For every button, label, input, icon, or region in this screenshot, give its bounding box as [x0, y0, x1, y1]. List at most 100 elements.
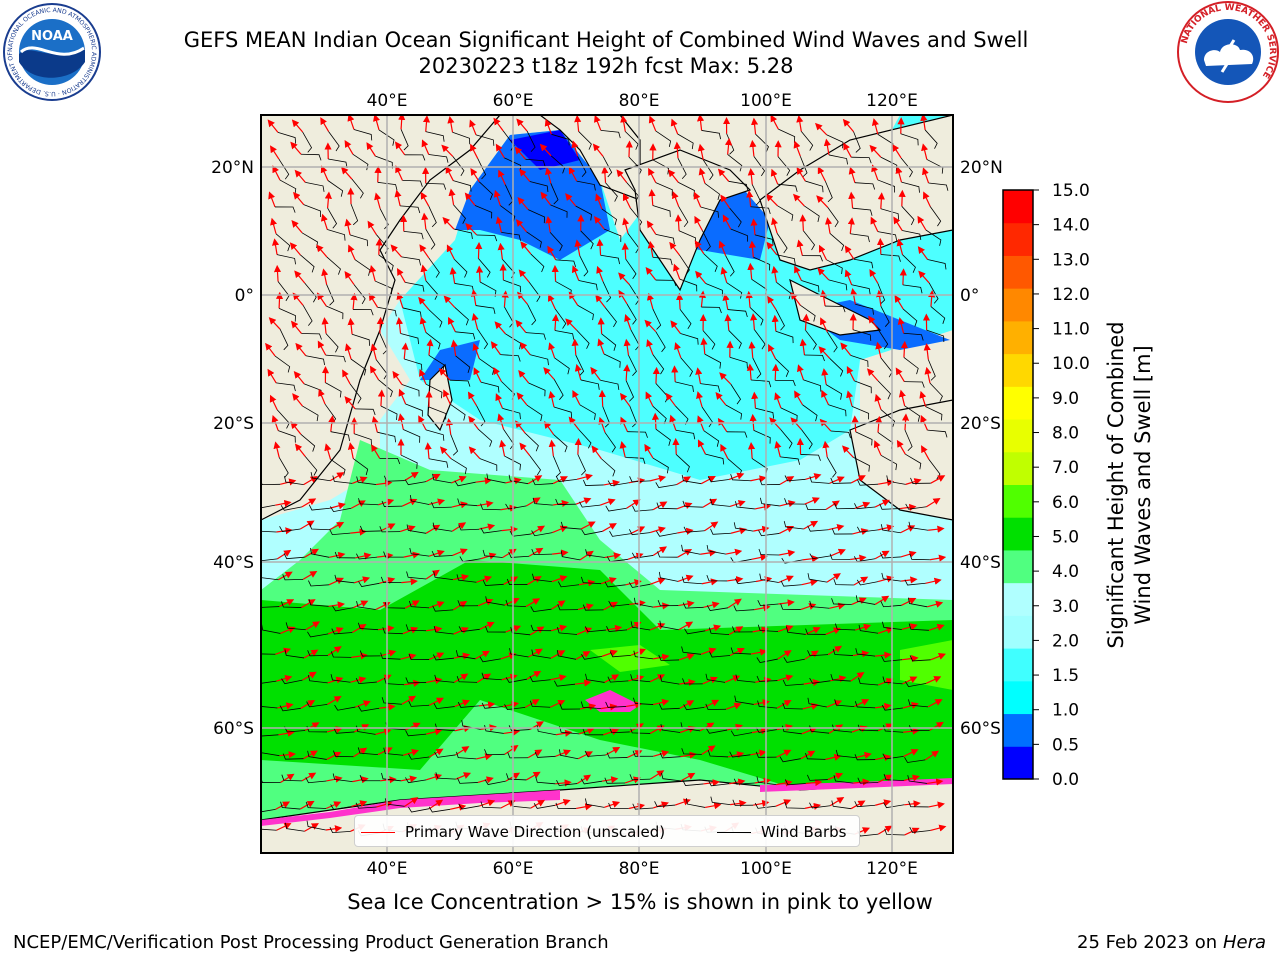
- wave-arrow: [754, 604, 771, 612]
- wind-barb: [827, 207, 839, 228]
- wind-barb: [904, 381, 925, 388]
- wind-barb: [631, 552, 654, 559]
- wind-barb: [432, 654, 454, 661]
- wave-arrow: [529, 626, 545, 636]
- wind-barb: [425, 131, 445, 142]
- wave-arrow: [424, 442, 432, 459]
- wave-arrow: [830, 675, 847, 683]
- colorbar-band: [1003, 680, 1033, 715]
- wave-arrow: [517, 291, 529, 305]
- wind-barb: [379, 526, 401, 533]
- wave-arrow: [325, 825, 343, 833]
- wind-barb: [475, 305, 496, 314]
- wind-barb: [658, 654, 680, 661]
- wave-arrow: [501, 290, 509, 307]
- wave-arrow: [770, 168, 779, 185]
- wave-arrow: [926, 778, 944, 786]
- wind-barb: [261, 680, 277, 684]
- wind-barb: [630, 621, 651, 631]
- wave-arrow: [874, 393, 882, 410]
- wave-arrow: [843, 142, 852, 158]
- wave-arrow: [792, 193, 805, 207]
- wave-arrow: [648, 167, 657, 183]
- wave-arrow: [425, 524, 441, 534]
- wind-barb: [403, 230, 424, 240]
- wind-barb: [380, 576, 402, 584]
- wind-barb: [453, 180, 472, 192]
- wave-arrow: [275, 291, 284, 309]
- wind-barb: [558, 749, 579, 760]
- wave-arrow: [379, 577, 396, 585]
- wind-barb: [775, 330, 794, 344]
- colorbar-band: [1003, 190, 1033, 224]
- wind-barb: [854, 182, 876, 190]
- wind-barb: [807, 697, 827, 708]
- wind-barb: [900, 133, 919, 146]
- wind-barb: [327, 229, 346, 241]
- wind-barb: [902, 230, 922, 241]
- wave-arrow: [794, 265, 802, 281]
- wind-barb: [261, 734, 279, 737]
- wave-arrow: [373, 115, 380, 131]
- wind-barb: [630, 674, 651, 683]
- wind-barb: [901, 206, 915, 226]
- wave-arrow: [777, 624, 794, 633]
- wave-arrow: [827, 772, 844, 781]
- wind-barb: [479, 458, 498, 472]
- wind-barb: [575, 354, 585, 376]
- wind-barb: [853, 457, 870, 472]
- wave-arrow: [924, 750, 940, 761]
- wind-barb: [709, 651, 731, 658]
- wave-arrow: [724, 137, 733, 155]
- wave-arrow: [515, 319, 527, 333]
- wind-barb: [603, 353, 621, 368]
- wave-arrow: [603, 728, 619, 736]
- wave-arrow: [627, 750, 643, 759]
- colorbar-tick-label: 7.0: [1052, 458, 1079, 478]
- wave-arrow: [680, 772, 696, 782]
- wind-barb: [909, 553, 930, 561]
- wind-barb: [580, 778, 603, 785]
- wind-barb: [625, 380, 635, 402]
- wave-arrow: [394, 141, 406, 156]
- wind-barb: [481, 672, 502, 681]
- wave-arrow: [748, 240, 757, 258]
- wave-arrow: [479, 799, 496, 807]
- wind-barb: [383, 747, 404, 756]
- wind-barb: [732, 799, 754, 806]
- wave-arrow: [695, 270, 707, 284]
- wind-barb: [556, 779, 578, 786]
- wave-arrow: [902, 654, 919, 663]
- wind-barb: [356, 553, 378, 560]
- wind-barb: [854, 503, 876, 510]
- wind-barb: [824, 180, 833, 203]
- wind-barb: [784, 779, 806, 786]
- wave-arrow: [478, 701, 496, 709]
- wave-arrow: [470, 167, 480, 183]
- wave-arrow: [451, 522, 467, 532]
- wind-barb: [900, 157, 913, 178]
- wave-arrow: [774, 440, 782, 458]
- wind-barb: [330, 674, 351, 683]
- wave-arrow: [771, 217, 778, 234]
- wind-barb: [805, 180, 824, 193]
- graticule: [261, 115, 953, 853]
- wave-arrow: [428, 652, 445, 661]
- wave-arrow: [777, 650, 792, 660]
- wave-arrow: [844, 269, 853, 285]
- wave-arrow: [350, 528, 367, 536]
- wind-barb: [927, 359, 936, 381]
- wave-arrow: [918, 270, 930, 284]
- wave-arrow: [275, 801, 291, 810]
- wave-arrow: [426, 728, 443, 736]
- wave-arrow: [677, 574, 694, 582]
- wind-barb: [728, 180, 748, 191]
- lon-tick-top: 100°E: [740, 91, 792, 111]
- wind-barb: [829, 358, 844, 377]
- wind-barb: [274, 206, 296, 213]
- wind-barb: [831, 800, 852, 810]
- wind-barb: [775, 309, 785, 331]
- colorbar-tick-label: 6.0: [1052, 493, 1079, 513]
- wave-arrow: [750, 218, 758, 235]
- wave-arrow: [805, 473, 822, 481]
